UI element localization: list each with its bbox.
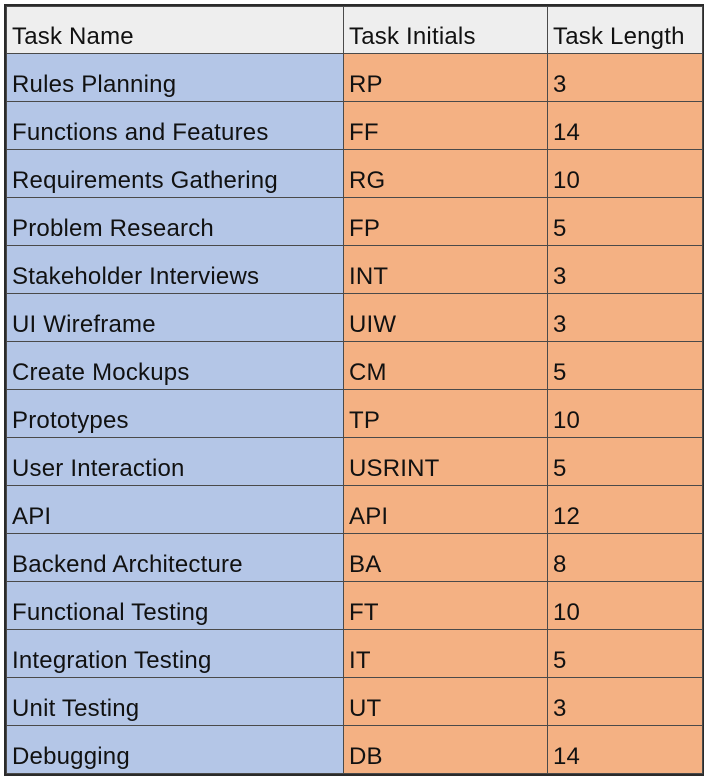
task-initials-cell[interactable]: FF xyxy=(343,101,548,150)
task-length-cell[interactable]: 5 xyxy=(547,437,703,486)
table-row: Functional Testing FT 10 xyxy=(6,581,703,630)
task-length-cell[interactable]: 5 xyxy=(547,629,703,678)
table-row: API API 12 xyxy=(6,485,703,534)
table-row: Prototypes TP 10 xyxy=(6,389,703,438)
task-length-cell[interactable]: 3 xyxy=(547,293,703,342)
task-name-cell[interactable]: Functions and Features xyxy=(6,101,344,150)
task-name-cell[interactable]: Create Mockups xyxy=(6,341,344,390)
table-header: Task Name Task Initials Task Length xyxy=(6,6,703,54)
task-name-cell[interactable]: Stakeholder Interviews xyxy=(6,245,344,294)
table-row: Functions and Features FF 14 xyxy=(6,101,703,150)
task-name-cell[interactable]: User Interaction xyxy=(6,437,344,486)
header-task-name[interactable]: Task Name xyxy=(6,6,344,54)
table-row: User Interaction USRINT 5 xyxy=(6,437,703,486)
task-initials-cell[interactable]: TP xyxy=(343,389,548,438)
task-length-cell[interactable]: 3 xyxy=(547,53,703,102)
task-initials-cell[interactable]: FP xyxy=(343,197,548,246)
task-length-cell[interactable]: 5 xyxy=(547,341,703,390)
task-initials-cell[interactable]: UT xyxy=(343,677,548,726)
table-row: Backend Architecture BA 8 xyxy=(6,533,703,582)
task-initials-cell[interactable]: CM xyxy=(343,341,548,390)
table-row: Debugging DB 14 xyxy=(6,725,703,774)
table-row: Unit Testing UT 3 xyxy=(6,677,703,726)
task-length-cell[interactable]: 14 xyxy=(547,101,703,150)
task-initials-cell[interactable]: UIW xyxy=(343,293,548,342)
task-name-cell[interactable]: Backend Architecture xyxy=(6,533,344,582)
task-name-cell[interactable]: UI Wireframe xyxy=(6,293,344,342)
table-row: Problem Research FP 5 xyxy=(6,197,703,246)
task-table: Task Name Task Initials Task Length Rule… xyxy=(6,6,703,774)
table-row: Stakeholder Interviews INT 3 xyxy=(6,245,703,294)
task-length-cell[interactable]: 14 xyxy=(547,725,703,774)
task-initials-cell[interactable]: BA xyxy=(343,533,548,582)
task-name-cell[interactable]: Prototypes xyxy=(6,389,344,438)
task-name-cell[interactable]: Requirements Gathering xyxy=(6,149,344,198)
task-length-cell[interactable]: 10 xyxy=(547,149,703,198)
task-initials-cell[interactable]: INT xyxy=(343,245,548,294)
task-initials-cell[interactable]: API xyxy=(343,485,548,534)
header-task-initials[interactable]: Task Initials xyxy=(343,6,548,54)
table-body: Rules Planning RP 3 Functions and Features F… xyxy=(6,53,703,774)
header-task-length[interactable]: Task Length xyxy=(547,6,703,54)
header-row: Task Name Task Initials Task Length xyxy=(6,6,703,54)
table-row: Integration Testing IT 5 xyxy=(6,629,703,678)
task-name-cell[interactable]: Debugging xyxy=(6,725,344,774)
table-row: Rules Planning RP 3 xyxy=(6,53,703,102)
task-length-cell[interactable]: 12 xyxy=(547,485,703,534)
task-name-cell[interactable]: Unit Testing xyxy=(6,677,344,726)
task-length-cell[interactable]: 10 xyxy=(547,581,703,630)
task-length-cell[interactable]: 3 xyxy=(547,245,703,294)
table-row: Create Mockups CM 5 xyxy=(6,341,703,390)
task-initials-cell[interactable]: FT xyxy=(343,581,548,630)
task-table-container: Task Name Task Initials Task Length Rule… xyxy=(4,4,704,776)
task-initials-cell[interactable]: DB xyxy=(343,725,548,774)
task-initials-cell[interactable]: RP xyxy=(343,53,548,102)
task-name-cell[interactable]: Integration Testing xyxy=(6,629,344,678)
table-row: UI Wireframe UIW 3 xyxy=(6,293,703,342)
task-name-cell[interactable]: Rules Planning xyxy=(6,53,344,102)
task-length-cell[interactable]: 10 xyxy=(547,389,703,438)
task-initials-cell[interactable]: RG xyxy=(343,149,548,198)
table-row: Requirements Gathering RG 10 xyxy=(6,149,703,198)
task-name-cell[interactable]: API xyxy=(6,485,344,534)
task-length-cell[interactable]: 8 xyxy=(547,533,703,582)
task-initials-cell[interactable]: USRINT xyxy=(343,437,548,486)
task-name-cell[interactable]: Problem Research xyxy=(6,197,344,246)
task-length-cell[interactable]: 5 xyxy=(547,197,703,246)
task-name-cell[interactable]: Functional Testing xyxy=(6,581,344,630)
task-length-cell[interactable]: 3 xyxy=(547,677,703,726)
task-initials-cell[interactable]: IT xyxy=(343,629,548,678)
